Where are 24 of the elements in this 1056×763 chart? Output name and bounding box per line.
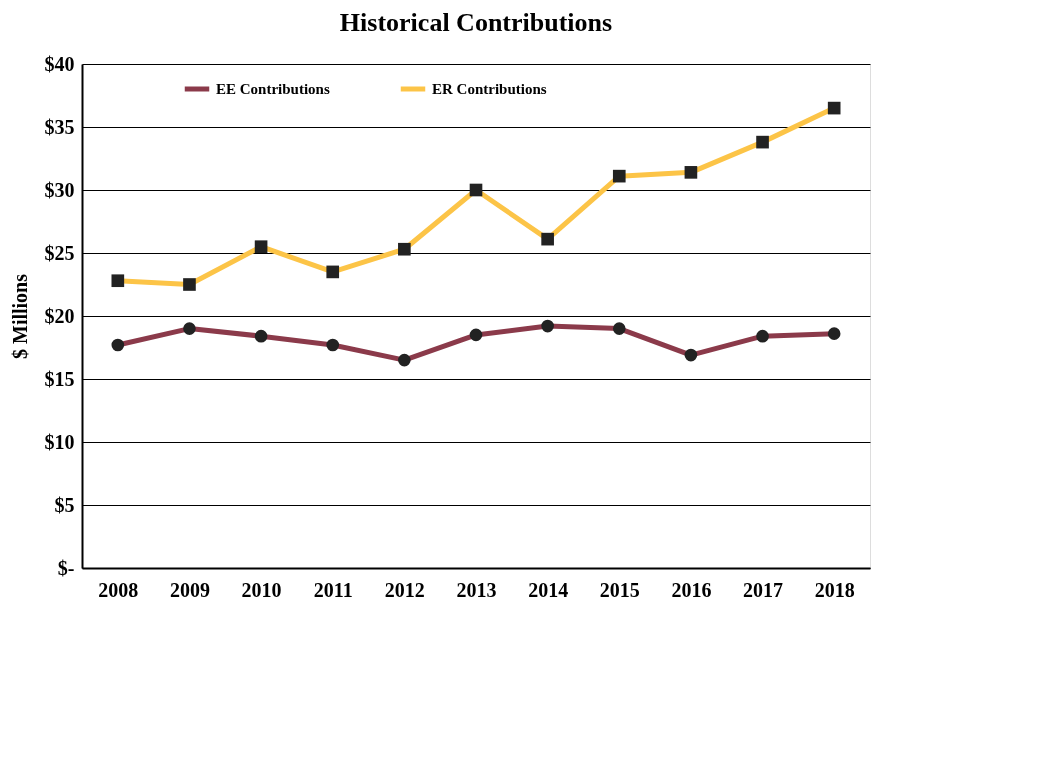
x-tick-label: 2014 bbox=[528, 578, 569, 601]
y-tick-label: $5 bbox=[54, 493, 75, 516]
y-tick-label: $15 bbox=[44, 367, 75, 390]
x-tick-label: 2017 bbox=[743, 578, 784, 601]
x-tick-label: 2012 bbox=[384, 578, 425, 601]
y-axis-title: $ Millions bbox=[8, 273, 31, 360]
x-tick-label: 2009 bbox=[169, 578, 210, 601]
x-tick-label: 2013 bbox=[456, 578, 497, 601]
legend-label: EE Contributions bbox=[216, 81, 330, 97]
x-tick-label: 2011 bbox=[313, 578, 353, 601]
x-tick-label: 2010 bbox=[241, 578, 282, 601]
x-tick-label: 2008 bbox=[98, 578, 139, 601]
x-tick-label: 2018 bbox=[814, 578, 855, 601]
x-tick-label: 2015 bbox=[599, 578, 640, 601]
y-tick-label: $25 bbox=[44, 241, 75, 264]
y-tick-label: $40 bbox=[44, 52, 75, 75]
legend-label: ER Contributions bbox=[432, 81, 547, 97]
y-tick-label: $- bbox=[57, 556, 75, 579]
chart-title: Historical Contributions bbox=[339, 8, 613, 37]
x-tick-label: 2016 bbox=[671, 578, 712, 601]
y-tick-label: $10 bbox=[44, 430, 75, 453]
y-tick-label: $35 bbox=[44, 115, 75, 138]
y-tick-label: $20 bbox=[44, 304, 75, 327]
y-tick-label: $30 bbox=[44, 178, 75, 201]
